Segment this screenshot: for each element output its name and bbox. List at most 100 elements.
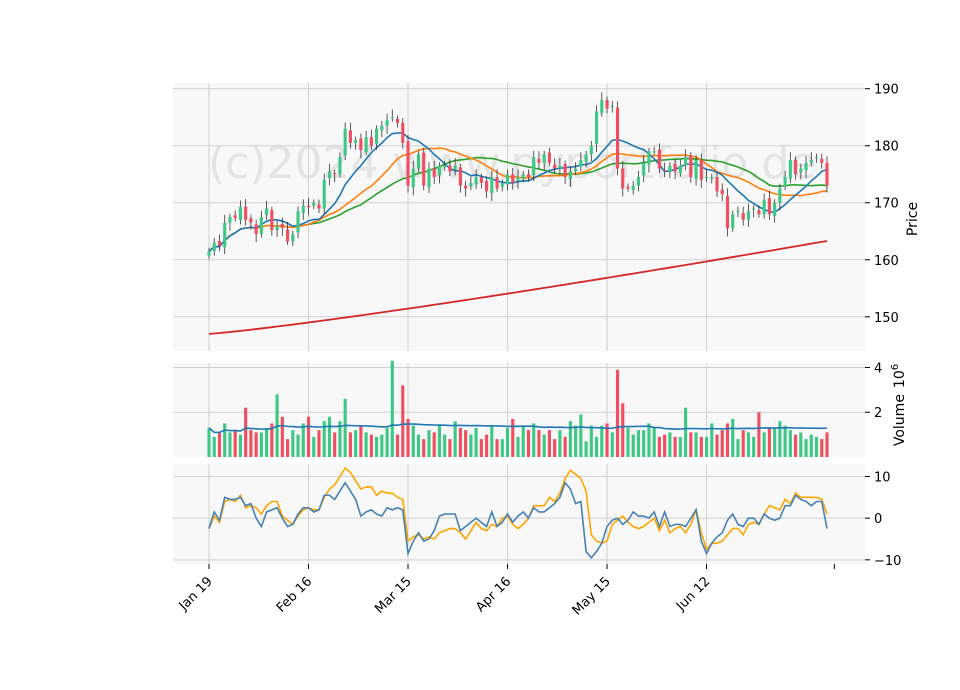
candle-body — [704, 177, 709, 179]
volume-bar — [390, 360, 394, 457]
volume-bar — [375, 436, 379, 457]
candle-body — [296, 211, 300, 233]
volume-axis-title: Volume 106 — [890, 364, 908, 446]
price-tick-label: 150 — [874, 311, 899, 326]
candle-body — [422, 152, 426, 186]
volume-bar — [500, 439, 504, 457]
candle-body — [469, 182, 473, 187]
x-tick-label: May 15 — [570, 574, 614, 618]
candle-body — [338, 157, 342, 175]
volume-bar — [511, 418, 515, 457]
candle-body — [364, 137, 368, 152]
volume-bar — [788, 430, 792, 457]
candle-body — [406, 141, 410, 186]
candle-body — [254, 224, 258, 235]
candle-body — [291, 234, 295, 242]
oscillator-fast-line — [208, 481, 828, 559]
volume-bar — [563, 436, 567, 457]
volume-bar — [238, 434, 242, 457]
volume-bar — [773, 427, 777, 457]
volume-bar — [673, 436, 677, 457]
volume-bar — [521, 425, 525, 457]
candle-body — [825, 162, 829, 186]
volume-bar — [416, 434, 421, 457]
volume-bar — [668, 432, 672, 457]
volume-bar — [317, 430, 321, 457]
oscillator-tick-label: −10 — [874, 554, 901, 569]
candle-body — [401, 122, 405, 143]
candle-body — [217, 240, 222, 246]
candle-body — [621, 168, 625, 189]
candle-body — [657, 149, 661, 169]
volume-bar — [631, 434, 635, 457]
candle-body — [511, 174, 515, 183]
volume-bar — [657, 436, 661, 457]
candle-body — [558, 165, 562, 169]
price-tick-label: 160 — [874, 254, 899, 269]
volume-bar — [642, 430, 646, 457]
volume-bar — [532, 423, 536, 457]
volume-bar — [542, 434, 546, 457]
candle-body — [526, 174, 531, 178]
candlestick-series — [207, 92, 829, 260]
volume-bar — [720, 430, 724, 457]
volume-bar — [495, 439, 499, 457]
volume-bar — [778, 421, 782, 457]
volume-bar — [265, 427, 269, 457]
volume-bar — [752, 436, 756, 457]
oscillator-panel — [173, 464, 865, 564]
price-tick-label: 190 — [874, 83, 899, 98]
volume-ma-line — [208, 423, 828, 434]
candle-body — [244, 206, 248, 220]
candle-body — [327, 171, 332, 179]
volume-bar — [757, 412, 761, 457]
candle-body — [500, 182, 504, 187]
candle-body — [710, 177, 714, 179]
volume-bar — [333, 432, 337, 457]
candle-body — [432, 168, 436, 178]
volume-bar — [584, 441, 588, 457]
volume-bar — [537, 430, 541, 457]
candle-body — [820, 158, 824, 163]
volume-bar — [825, 432, 829, 457]
candle-body — [589, 145, 593, 155]
candle-body — [794, 159, 798, 175]
volume-bar — [395, 434, 400, 457]
volume-bar — [746, 432, 751, 457]
volume-bar — [731, 418, 735, 457]
candle-body — [642, 162, 646, 176]
volume-bar — [767, 427, 771, 457]
candle-body — [615, 107, 620, 169]
volume-bar — [736, 439, 740, 457]
candle-body — [474, 177, 478, 185]
candle-body — [699, 159, 703, 180]
candle-body — [678, 165, 682, 174]
candle-body — [453, 165, 457, 170]
x-tick-label: Apr 16 — [473, 574, 514, 615]
candle-body — [715, 177, 719, 192]
candle-body — [317, 204, 321, 209]
candle-body — [631, 185, 635, 191]
volume-bar — [228, 432, 232, 457]
volume-bar — [547, 430, 551, 457]
candle-body — [652, 151, 656, 153]
volume-moving-average — [208, 423, 828, 434]
candle-body — [532, 157, 536, 176]
volume-bar — [568, 421, 572, 457]
volume-bar — [553, 439, 557, 457]
candle-body — [610, 105, 614, 107]
candle-body — [689, 155, 693, 178]
candle-body — [228, 217, 232, 223]
candle-body — [369, 137, 373, 146]
volume-bar — [301, 423, 305, 457]
volume-bar — [312, 436, 316, 457]
volume-bar — [254, 432, 258, 457]
candle-body — [212, 242, 216, 252]
candle-body — [448, 165, 452, 172]
candle-body — [322, 179, 326, 209]
volume-bar — [804, 439, 808, 457]
volume-bar — [427, 430, 431, 457]
oscillator-tick-label: 10 — [874, 471, 891, 486]
candle-body — [301, 205, 305, 214]
candle-body — [380, 125, 384, 131]
